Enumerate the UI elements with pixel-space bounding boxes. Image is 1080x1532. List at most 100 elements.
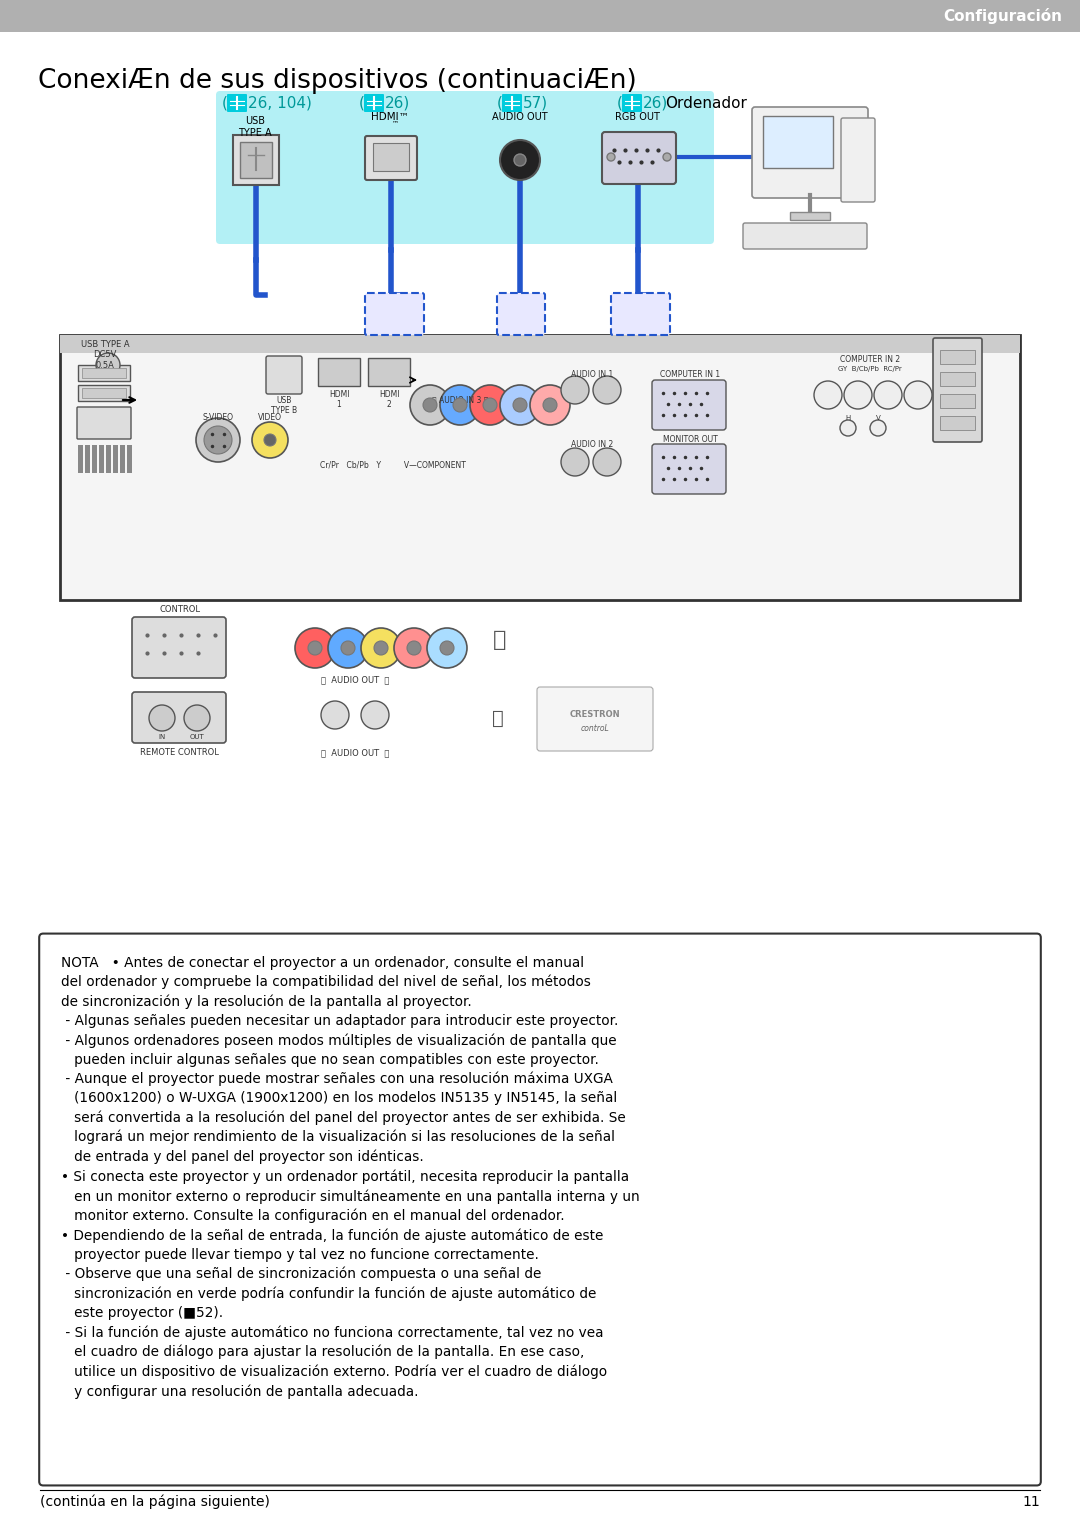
Bar	[233, 135, 279, 185]
Text: IN: IN	[159, 734, 165, 740]
Bar	[85, 444, 90, 473]
FancyBboxPatch shape	[132, 617, 226, 679]
Text: (: (	[360, 95, 365, 110]
Text: 26): 26)	[384, 95, 410, 110]
FancyBboxPatch shape	[743, 224, 867, 250]
Text: (: (	[617, 95, 623, 110]
Text: AUDIO IN 1: AUDIO IN 1	[571, 371, 613, 378]
FancyBboxPatch shape	[502, 93, 522, 112]
Circle shape	[195, 418, 240, 463]
Circle shape	[453, 398, 467, 412]
Bar	[762, 116, 833, 169]
Bar	[940, 417, 975, 430]
Text: CRESTRON: CRESTRON	[569, 709, 620, 719]
Text: 🔒: 🔒	[494, 630, 507, 650]
Circle shape	[341, 640, 355, 656]
Text: Ordenador: Ordenador	[665, 95, 747, 110]
FancyBboxPatch shape	[841, 118, 875, 202]
Circle shape	[843, 381, 872, 409]
Circle shape	[321, 702, 349, 729]
Circle shape	[440, 640, 454, 656]
Circle shape	[814, 381, 842, 409]
Text: COMPUTER IN 1: COMPUTER IN 1	[660, 371, 720, 378]
Circle shape	[374, 640, 388, 656]
Circle shape	[427, 628, 467, 668]
FancyBboxPatch shape	[652, 444, 726, 493]
FancyBboxPatch shape	[611, 293, 670, 336]
Text: Ⓒ AUDIO IN 3 Ⓛ: Ⓒ AUDIO IN 3 Ⓛ	[432, 395, 488, 404]
FancyBboxPatch shape	[266, 355, 302, 394]
Text: (continúa en la página siguiente): (continúa en la página siguiente)	[40, 1495, 270, 1509]
Text: Configuración: Configuración	[943, 8, 1062, 25]
Bar	[78, 444, 83, 473]
FancyBboxPatch shape	[365, 136, 417, 179]
Text: USB TYPE A
DC5V
0.5A: USB TYPE A DC5V 0.5A	[81, 340, 130, 369]
Bar	[318, 358, 360, 386]
FancyBboxPatch shape	[364, 93, 384, 112]
Circle shape	[149, 705, 175, 731]
Bar	[113, 444, 118, 473]
Circle shape	[423, 398, 437, 412]
Circle shape	[543, 398, 557, 412]
Text: USB
TYPE A: USB TYPE A	[239, 116, 272, 138]
Bar	[240, 142, 272, 178]
Text: REMOTE CONTROL: REMOTE CONTROL	[139, 748, 218, 757]
FancyBboxPatch shape	[132, 692, 226, 743]
Bar	[940, 372, 975, 386]
Text: HDMI
2: HDMI 2	[379, 391, 400, 409]
Circle shape	[561, 447, 589, 476]
Text: MONITOR OUT: MONITOR OUT	[663, 435, 717, 444]
Text: VIDEO: VIDEO	[258, 414, 282, 421]
Bar	[78, 365, 130, 381]
Bar	[373, 142, 409, 172]
Text: S-VIDEO: S-VIDEO	[203, 414, 233, 421]
Text: CONTROL: CONTROL	[160, 605, 201, 614]
Circle shape	[407, 640, 421, 656]
Text: OUT: OUT	[190, 734, 204, 740]
Text: controL: controL	[581, 725, 609, 732]
Circle shape	[264, 434, 276, 446]
Bar	[789, 211, 831, 221]
Circle shape	[361, 628, 401, 668]
Text: HDMI™: HDMI™	[372, 112, 409, 123]
Bar	[106, 444, 111, 473]
FancyBboxPatch shape	[39, 933, 1041, 1486]
Bar	[368, 358, 410, 386]
Text: HDMI
1: HDMI 1	[328, 391, 349, 409]
Text: 26, 104): 26, 104)	[248, 95, 312, 110]
Text: Ⓒ  AUDIO OUT  Ⓛ: Ⓒ AUDIO OUT Ⓛ	[321, 748, 389, 757]
Circle shape	[252, 421, 288, 458]
Bar	[127, 444, 132, 473]
Circle shape	[204, 426, 232, 453]
Text: RGB OUT: RGB OUT	[615, 112, 660, 123]
Circle shape	[440, 385, 480, 424]
FancyBboxPatch shape	[365, 293, 424, 336]
Text: AUDIO IN 2: AUDIO IN 2	[571, 440, 613, 449]
Text: AUDIO OUT: AUDIO OUT	[492, 112, 548, 123]
Text: (: (	[497, 95, 503, 110]
Bar	[99, 444, 104, 473]
Text: Ⓒ  AUDIO OUT  Ⓛ: Ⓒ AUDIO OUT Ⓛ	[321, 676, 389, 683]
FancyBboxPatch shape	[77, 408, 131, 440]
Text: 11: 11	[1023, 1495, 1040, 1509]
Bar	[0, 0, 1080, 32]
Text: ™: ™	[392, 119, 399, 126]
Bar	[60, 336, 1020, 352]
Circle shape	[394, 628, 434, 668]
FancyBboxPatch shape	[497, 293, 545, 336]
FancyBboxPatch shape	[537, 686, 653, 751]
Circle shape	[295, 628, 335, 668]
Bar	[82, 368, 126, 378]
Text: 26): 26)	[643, 95, 669, 110]
FancyBboxPatch shape	[216, 90, 714, 244]
Text: NOTA   • Antes de conectar el proyector a un ordenador, consulte el manual
del o: NOTA • Antes de conectar el proyector a …	[62, 956, 640, 1399]
Bar	[78, 385, 130, 401]
Text: H: H	[846, 415, 851, 421]
Bar	[60, 336, 1020, 601]
Circle shape	[607, 153, 615, 161]
Bar	[120, 444, 125, 473]
Circle shape	[500, 385, 540, 424]
Circle shape	[874, 381, 902, 409]
Bar	[940, 394, 975, 408]
Text: (: (	[222, 95, 228, 110]
